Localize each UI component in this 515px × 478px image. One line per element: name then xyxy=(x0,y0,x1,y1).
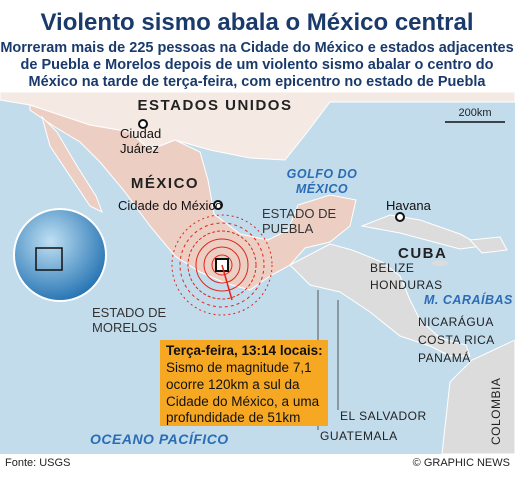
callout-text: Terça-feira, 13:14 locais: xyxy=(166,343,323,358)
callout-pointer xyxy=(221,264,233,301)
central-america-land xyxy=(289,243,471,357)
country-label: COSTA RICA xyxy=(418,333,495,347)
credit: © GRAPHIC NEWS xyxy=(413,457,510,469)
city-dot xyxy=(395,212,405,222)
subtitle: Morreram mais de 225 pessoas na Cidade d… xyxy=(0,40,513,56)
country-label: PANAMÁ xyxy=(418,350,471,365)
subtitle: México na tarde de terça-feira, com epic… xyxy=(29,74,487,90)
jamaica-land xyxy=(432,260,448,266)
country-label: COLOMBIA xyxy=(489,378,503,445)
city-dot xyxy=(138,119,148,129)
callout-text: Cidade do México, a uma xyxy=(166,394,320,409)
country-label: MÉXICO xyxy=(131,175,199,192)
sea-label: OCEANO PACÍFICO xyxy=(90,431,229,447)
city-label: Juárez xyxy=(120,141,159,156)
country-label: BELIZE xyxy=(370,261,414,275)
city-label: Cidade do México xyxy=(118,198,222,213)
country-label: NICARÁGUA xyxy=(418,314,494,329)
title: Violento sismo abala o México central xyxy=(40,9,473,36)
globe-locator xyxy=(35,247,63,271)
city-label: Ciudad xyxy=(120,126,161,141)
sea-label: GOLFO DO xyxy=(287,167,358,181)
country-label: ESTADOS UNIDOS xyxy=(138,97,293,114)
map: 200km ESTADOS UNIDOS Ciudad Juárez MÉXIC… xyxy=(0,91,515,455)
callout-text: ocorre 120km a sul da xyxy=(166,377,300,392)
sea-label: M. CARAÍBAS xyxy=(424,292,513,307)
scale-label: 200km xyxy=(458,107,491,119)
state-label: ESTADO DE xyxy=(262,206,336,221)
city-dot xyxy=(213,200,223,210)
country-label: GUATEMALA xyxy=(320,429,398,443)
city-label: Havana xyxy=(386,198,432,213)
baja-land xyxy=(41,115,103,214)
state-label: ESTADO DE xyxy=(92,305,166,320)
state-label: PUEBLA xyxy=(262,221,314,236)
country-label: CUBA xyxy=(398,245,447,262)
epicentre-rings xyxy=(171,214,273,316)
callout-box xyxy=(160,340,328,426)
callout-text: Sismo de magnitude 7,1 xyxy=(166,360,312,375)
country-label: EL SALVADOR xyxy=(340,409,427,423)
subtitle: de Puebla e Morelos depois de um violent… xyxy=(21,57,494,73)
south-america-land xyxy=(441,339,515,455)
state-label: MORELOS xyxy=(92,320,157,335)
source: Fonte: USGS xyxy=(5,457,70,469)
globe xyxy=(13,208,107,302)
hispaniola-land xyxy=(468,236,508,254)
mexico-land xyxy=(29,104,357,291)
sea-label: MÉXICO xyxy=(296,181,348,196)
callout-text: profundidade de 51km xyxy=(166,410,300,425)
country-label: HONDURAS xyxy=(370,278,443,292)
